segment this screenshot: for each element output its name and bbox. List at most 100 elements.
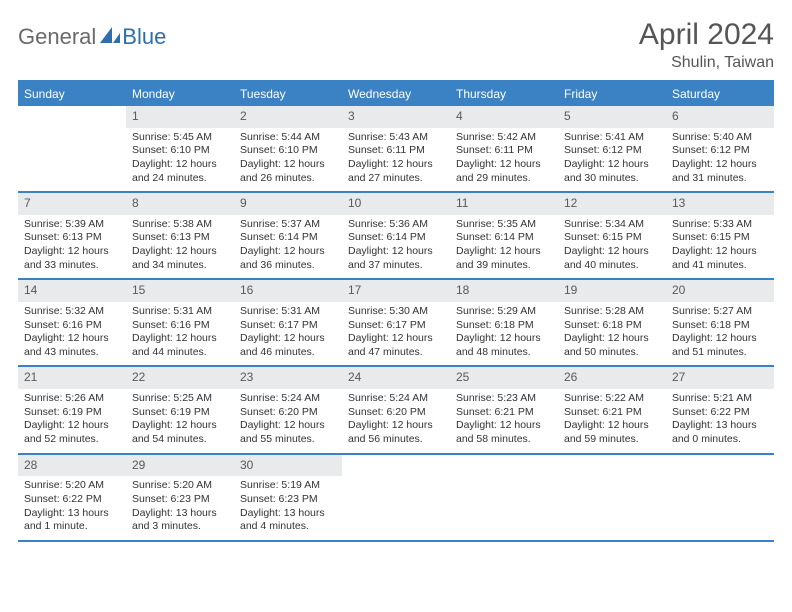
day-number: 3 [342,106,450,128]
day-number: 21 [18,367,126,389]
calendar-cell: 25Sunrise: 5:23 AMSunset: 6:21 PMDayligh… [450,367,558,452]
day-number: 26 [558,367,666,389]
day-header-cell: Friday [558,82,666,106]
sunset-text: Sunset: 6:14 PM [348,231,444,245]
day-number: 11 [450,193,558,215]
sunrise-text: Sunrise: 5:31 AM [240,305,336,319]
sunset-text: Sunset: 6:18 PM [456,319,552,333]
sunset-text: Sunset: 6:11 PM [348,144,444,158]
cell-body: Sunrise: 5:28 AMSunset: 6:18 PMDaylight:… [558,302,666,366]
daylight2-text: and 44 minutes. [132,346,228,360]
page-subtitle: Shulin, Taiwan [639,54,774,72]
daylight2-text: and 43 minutes. [24,346,120,360]
cell-body: Sunrise: 5:23 AMSunset: 6:21 PMDaylight:… [450,389,558,453]
brand-logo: General Blue [18,24,166,50]
day-number: 25 [450,367,558,389]
sunset-text: Sunset: 6:20 PM [348,406,444,420]
daylight2-text: and 59 minutes. [564,433,660,447]
calendar-cell: 28Sunrise: 5:20 AMSunset: 6:22 PMDayligh… [18,455,126,540]
calendar-cell: 24Sunrise: 5:24 AMSunset: 6:20 PMDayligh… [342,367,450,452]
day-number: 18 [450,280,558,302]
sunset-text: Sunset: 6:23 PM [240,493,336,507]
cell-body: Sunrise: 5:31 AMSunset: 6:17 PMDaylight:… [234,302,342,366]
day-number: 10 [342,193,450,215]
calendar-cell: 29Sunrise: 5:20 AMSunset: 6:23 PMDayligh… [126,455,234,540]
day-number: 28 [18,455,126,477]
daylight1-text: Daylight: 12 hours [672,332,768,346]
calendar-cell: 9Sunrise: 5:37 AMSunset: 6:14 PMDaylight… [234,193,342,278]
cell-body: Sunrise: 5:22 AMSunset: 6:21 PMDaylight:… [558,389,666,453]
calendar-week: 7Sunrise: 5:39 AMSunset: 6:13 PMDaylight… [18,193,774,280]
sunset-text: Sunset: 6:14 PM [240,231,336,245]
daylight1-text: Daylight: 12 hours [564,245,660,259]
calendar-cell: 16Sunrise: 5:31 AMSunset: 6:17 PMDayligh… [234,280,342,365]
calendar-cell: 11Sunrise: 5:35 AMSunset: 6:14 PMDayligh… [450,193,558,278]
daylight2-text: and 36 minutes. [240,259,336,273]
sunrise-text: Sunrise: 5:35 AM [456,218,552,232]
daylight2-text: and 40 minutes. [564,259,660,273]
cell-body: Sunrise: 5:41 AMSunset: 6:12 PMDaylight:… [558,128,666,192]
sunrise-text: Sunrise: 5:21 AM [672,392,768,406]
daylight1-text: Daylight: 12 hours [348,158,444,172]
daylight1-text: Daylight: 12 hours [240,158,336,172]
sunrise-text: Sunrise: 5:31 AM [132,305,228,319]
daylight2-text: and 47 minutes. [348,346,444,360]
daylight1-text: Daylight: 12 hours [672,245,768,259]
sunset-text: Sunset: 6:23 PM [132,493,228,507]
daylight1-text: Daylight: 12 hours [564,332,660,346]
cell-body: Sunrise: 5:35 AMSunset: 6:14 PMDaylight:… [450,215,558,279]
day-header-cell: Saturday [666,82,774,106]
daylight2-text: and 33 minutes. [24,259,120,273]
sunset-text: Sunset: 6:18 PM [672,319,768,333]
sunset-text: Sunset: 6:17 PM [348,319,444,333]
sunset-text: Sunset: 6:16 PM [132,319,228,333]
daylight1-text: Daylight: 12 hours [24,419,120,433]
sunrise-text: Sunrise: 5:28 AM [564,305,660,319]
daylight2-text: and 55 minutes. [240,433,336,447]
sunset-text: Sunset: 6:12 PM [564,144,660,158]
cell-body: Sunrise: 5:34 AMSunset: 6:15 PMDaylight:… [558,215,666,279]
day-header-cell: Wednesday [342,82,450,106]
brand-sail-icon [100,27,120,43]
day-number: 17 [342,280,450,302]
sunrise-text: Sunrise: 5:22 AM [564,392,660,406]
day-number: 13 [666,193,774,215]
cell-body: Sunrise: 5:27 AMSunset: 6:18 PMDaylight:… [666,302,774,366]
sunset-text: Sunset: 6:14 PM [456,231,552,245]
daylight2-text: and 31 minutes. [672,172,768,186]
sunset-text: Sunset: 6:13 PM [24,231,120,245]
daylight2-text: and 30 minutes. [564,172,660,186]
daylight2-text: and 24 minutes. [132,172,228,186]
calendar-cell: 8Sunrise: 5:38 AMSunset: 6:13 PMDaylight… [126,193,234,278]
daylight1-text: Daylight: 12 hours [672,158,768,172]
daylight1-text: Daylight: 12 hours [24,332,120,346]
day-number: 24 [342,367,450,389]
cell-body: Sunrise: 5:24 AMSunset: 6:20 PMDaylight:… [234,389,342,453]
sunrise-text: Sunrise: 5:38 AM [132,218,228,232]
sunrise-text: Sunrise: 5:25 AM [132,392,228,406]
sunset-text: Sunset: 6:17 PM [240,319,336,333]
sunrise-text: Sunrise: 5:36 AM [348,218,444,232]
daylight1-text: Daylight: 12 hours [240,419,336,433]
sunset-text: Sunset: 6:20 PM [240,406,336,420]
daylight1-text: Daylight: 12 hours [132,419,228,433]
daylight2-text: and 46 minutes. [240,346,336,360]
calendar-cell: 5Sunrise: 5:41 AMSunset: 6:12 PMDaylight… [558,106,666,191]
calendar-cell: 19Sunrise: 5:28 AMSunset: 6:18 PMDayligh… [558,280,666,365]
sunrise-text: Sunrise: 5:42 AM [456,131,552,145]
calendar-cell: 2Sunrise: 5:44 AMSunset: 6:10 PMDaylight… [234,106,342,191]
sunset-text: Sunset: 6:10 PM [240,144,336,158]
sunrise-text: Sunrise: 5:39 AM [24,218,120,232]
calendar-page: General Blue April 2024 Shulin, Taiwan S… [0,0,792,542]
cell-body: Sunrise: 5:43 AMSunset: 6:11 PMDaylight:… [342,128,450,192]
cell-body: Sunrise: 5:31 AMSunset: 6:16 PMDaylight:… [126,302,234,366]
sunrise-text: Sunrise: 5:44 AM [240,131,336,145]
sunrise-text: Sunrise: 5:34 AM [564,218,660,232]
cell-body: Sunrise: 5:45 AMSunset: 6:10 PMDaylight:… [126,128,234,192]
day-number: 19 [558,280,666,302]
daylight1-text: Daylight: 12 hours [456,245,552,259]
title-block: April 2024 Shulin, Taiwan [639,18,774,72]
sunset-text: Sunset: 6:21 PM [456,406,552,420]
day-number: 1 [126,106,234,128]
day-number: 27 [666,367,774,389]
